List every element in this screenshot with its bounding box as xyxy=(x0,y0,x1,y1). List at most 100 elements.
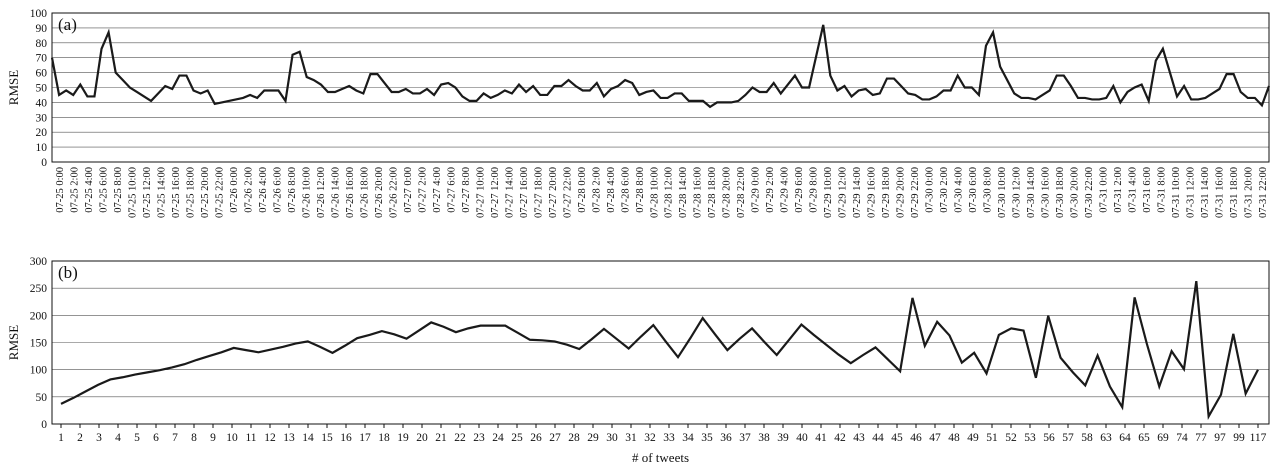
x-tick-label-a: 07-28 0:00 xyxy=(577,167,588,213)
x-tick-label-b: 51 xyxy=(986,432,998,444)
y-tick-label-a: 0 xyxy=(41,157,47,169)
x-tick-label-a: 07-29 16:00 xyxy=(867,167,878,218)
x-tick-label-b: 56 xyxy=(1043,432,1055,444)
x-tick-label-a: 07-26 16:00 xyxy=(345,167,356,218)
x-tick-label-b: 49 xyxy=(967,432,979,444)
x-tick-label-a: 07-30 6:00 xyxy=(968,167,979,213)
y-tick-label-b: 100 xyxy=(30,365,48,377)
x-tick-label-a: 07-28 20:00 xyxy=(722,167,733,218)
y-tick-label-b: 50 xyxy=(36,392,48,404)
x-tick-label-a: 07-25 18:00 xyxy=(186,167,197,218)
x-tick-label-b: 19 xyxy=(397,432,409,444)
x-tick-label-a: 07-26 6:00 xyxy=(273,167,284,213)
x-tick-label-a: 07-27 18:00 xyxy=(533,167,544,218)
y-tick-label-a: 80 xyxy=(36,38,48,50)
y-tick-label-a: 40 xyxy=(36,97,48,109)
x-tick-label-a: 07-28 22:00 xyxy=(736,167,747,218)
x-tick-label-b: 52 xyxy=(1005,432,1017,444)
x-tick-label-b: 45 xyxy=(891,432,903,444)
y-tick-label-b: 200 xyxy=(30,310,48,322)
x-tick-label-a: 07-28 16:00 xyxy=(693,167,704,218)
x-tick-label-b: 26 xyxy=(530,432,542,444)
x-tick-label-a: 07-27 20:00 xyxy=(548,167,559,218)
y-tick-label-a: 50 xyxy=(36,83,48,95)
x-tick-label-b: 25 xyxy=(511,432,523,444)
y-tick-label-a: 100 xyxy=(30,8,48,20)
x-tick-label-a: 07-28 8:00 xyxy=(635,167,646,213)
chart-panel-a: 0 10 20 30 40 50 60 70 80 90 100 07-25 0:00 07-25 2:… xyxy=(6,8,1271,218)
x-tick-label-b: 22 xyxy=(454,432,466,444)
x-tick-label-b: 10 xyxy=(226,432,238,444)
x-tick-label-a: 07-31 8:00 xyxy=(1156,167,1167,213)
y-axis-label-b: RMSE xyxy=(6,325,21,360)
x-tick-label-b: 117 xyxy=(1250,432,1267,444)
x-tick-label-a: 07-26 2:00 xyxy=(244,167,255,213)
x-tick-label-b: 14 xyxy=(302,432,314,444)
series-line-a xyxy=(50,24,1271,109)
x-tick-label-a: 07-29 10:00 xyxy=(823,167,834,218)
x-tick-label-a: 07-30 18:00 xyxy=(1055,167,1066,218)
x-tick-label-a: 07-25 6:00 xyxy=(99,167,110,213)
x-tick-label-a: 07-26 14:00 xyxy=(331,167,342,218)
x-tick-label-b: 44 xyxy=(872,432,884,444)
x-tick-label-a: 07-27 0:00 xyxy=(403,167,414,213)
x-tick-label-b: 21 xyxy=(435,432,447,444)
x-tick-label-a: 07-25 12:00 xyxy=(142,167,153,218)
x-tick-label-b: 17 xyxy=(359,432,371,444)
x-tick-label-b: 97 xyxy=(1214,432,1226,444)
x-tick-label-a: 07-26 12:00 xyxy=(316,167,327,218)
x-tick-label-a: 07-29 22:00 xyxy=(910,167,921,218)
x-tick-label-a: 07-28 18:00 xyxy=(707,167,718,218)
x-tick-label-b: 5 xyxy=(134,432,140,444)
panel-label-b: (b) xyxy=(58,263,78,282)
x-tick-label-b: 4 xyxy=(115,432,121,444)
x-tick-label-b: 7 xyxy=(172,432,178,444)
x-tick-label-a: 07-26 0:00 xyxy=(229,167,240,213)
x-tick-label-a: 07-29 2:00 xyxy=(765,167,776,213)
x-tick-label-b: 48 xyxy=(948,432,960,444)
x-tick-label-b: 37 xyxy=(739,432,751,444)
y-tick-label-b: 150 xyxy=(30,338,48,350)
x-tick-label-a: 07-27 16:00 xyxy=(519,167,530,218)
y-tick-label-a: 60 xyxy=(36,68,48,80)
y-tick-label-a: 70 xyxy=(36,53,48,65)
x-tick-label-b: 35 xyxy=(701,432,713,444)
x-tick-label-b: 40 xyxy=(796,432,808,444)
y-tick-label-a: 30 xyxy=(36,112,48,124)
x-tick-label-b: 15 xyxy=(321,432,333,444)
x-tick-label-b: 53 xyxy=(1024,432,1036,444)
x-tick-label-a: 07-30 10:00 xyxy=(997,167,1008,218)
x-tick-label-a: 07-26 22:00 xyxy=(388,167,399,218)
x-tick-label-a: 07-31 20:00 xyxy=(1243,167,1254,218)
x-tick-label-a: 07-30 16:00 xyxy=(1040,167,1051,218)
x-tick-label-a: 07-27 12:00 xyxy=(490,167,501,218)
x-tick-label-a: 07-29 14:00 xyxy=(852,167,863,218)
x-tick-label-a: 07-27 8:00 xyxy=(461,167,472,213)
x-tick-label-b: 27 xyxy=(549,432,561,444)
x-tick-label-b: 34 xyxy=(682,432,694,444)
x-tick-label-b: 33 xyxy=(663,432,675,444)
x-tick-label-a: 07-31 16:00 xyxy=(1214,167,1225,218)
x-tick-label-a: 07-30 4:00 xyxy=(954,167,965,213)
x-tick-label-a: 07-25 10:00 xyxy=(128,167,139,218)
x-axis-label-b: # of tweets xyxy=(632,450,689,465)
x-tick-label-b: 77 xyxy=(1195,432,1207,444)
x-tick-label-a: 07-31 14:00 xyxy=(1200,167,1211,218)
x-tick-label-a: 07-27 4:00 xyxy=(432,167,443,213)
x-tick-label-b: 39 xyxy=(777,432,789,444)
x-tick-label-a: 07-30 2:00 xyxy=(939,167,950,213)
x-tick-label-a: 07-27 22:00 xyxy=(562,167,573,218)
x-tick-label-a: 07-28 12:00 xyxy=(664,167,675,218)
x-tick-label-b: 12 xyxy=(264,432,276,444)
y-tick-label-a: 10 xyxy=(36,142,48,154)
x-tick-label-b: 63 xyxy=(1100,432,1112,444)
x-tick-label-a: 07-28 4:00 xyxy=(606,167,617,213)
x-tick-label-a: 07-27 14:00 xyxy=(504,167,515,218)
x-tick-label-a: 07-25 4:00 xyxy=(84,167,95,213)
x-tick-label-a: 07-26 4:00 xyxy=(258,167,269,213)
x-tick-label-a: 07-29 8:00 xyxy=(809,167,820,213)
x-tick-label-b: 36 xyxy=(720,432,732,444)
x-tick-label-a: 07-30 8:00 xyxy=(982,167,993,213)
x-tick-label-a: 07-30 22:00 xyxy=(1084,167,1095,218)
plot-frame-b xyxy=(51,260,1270,425)
